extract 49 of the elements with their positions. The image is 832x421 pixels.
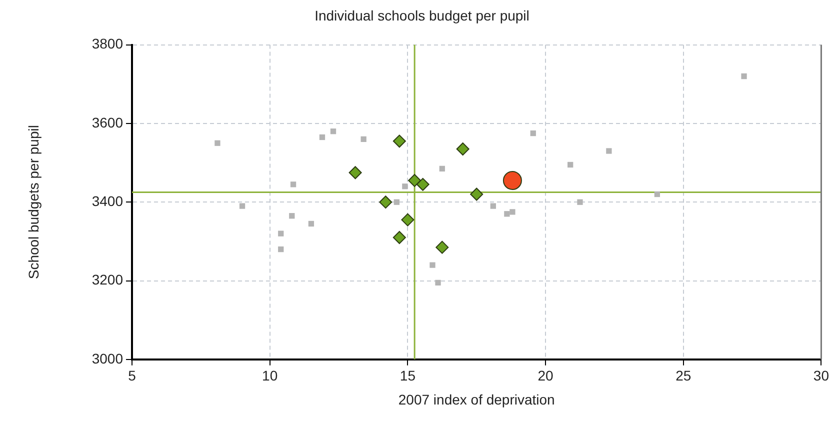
chart-title: Individual schools budget per pupil bbox=[314, 7, 530, 24]
y-tick-label: 3800 bbox=[92, 36, 124, 52]
x-tick-label: 10 bbox=[262, 368, 278, 384]
point bbox=[436, 240, 449, 254]
point bbox=[490, 203, 496, 209]
point bbox=[392, 134, 406, 148]
point bbox=[392, 230, 406, 244]
point bbox=[379, 196, 392, 209]
point bbox=[401, 213, 414, 226]
x-tick-label: 30 bbox=[813, 368, 830, 384]
point bbox=[290, 182, 296, 188]
point bbox=[741, 73, 747, 80]
point bbox=[239, 203, 246, 209]
point bbox=[278, 230, 284, 236]
point bbox=[654, 191, 660, 198]
point bbox=[430, 262, 436, 268]
point bbox=[504, 211, 510, 217]
point bbox=[308, 220, 314, 227]
y-tick-label: 3400 bbox=[92, 192, 124, 209]
point bbox=[348, 166, 362, 180]
point bbox=[502, 170, 522, 190]
point bbox=[606, 148, 612, 154]
point bbox=[577, 199, 583, 205]
point bbox=[456, 142, 470, 156]
y-axis-title: School budgets per pupil bbox=[25, 125, 42, 280]
point bbox=[394, 199, 400, 205]
y-tick-label: 3600 bbox=[92, 114, 124, 130]
x-tick-label: 5 bbox=[128, 368, 136, 384]
point bbox=[289, 213, 295, 219]
point bbox=[568, 162, 574, 168]
x-tick-label: 25 bbox=[676, 368, 692, 384]
point bbox=[402, 184, 408, 190]
point bbox=[408, 174, 422, 187]
point bbox=[435, 280, 441, 286]
point bbox=[319, 134, 326, 140]
point bbox=[530, 130, 536, 136]
y-tick-label: 3000 bbox=[92, 350, 124, 366]
point bbox=[330, 128, 336, 134]
point bbox=[278, 246, 284, 252]
x-axis-title: 2007 index of deprivation bbox=[398, 391, 555, 408]
point bbox=[470, 188, 484, 201]
point bbox=[439, 166, 445, 172]
x-tick-label: 15 bbox=[400, 368, 416, 384]
y-tick-label: 3200 bbox=[92, 272, 124, 288]
point bbox=[214, 140, 220, 146]
point bbox=[510, 209, 516, 215]
point bbox=[360, 136, 366, 142]
point bbox=[416, 178, 430, 191]
x-tick-label: 20 bbox=[538, 368, 554, 384]
